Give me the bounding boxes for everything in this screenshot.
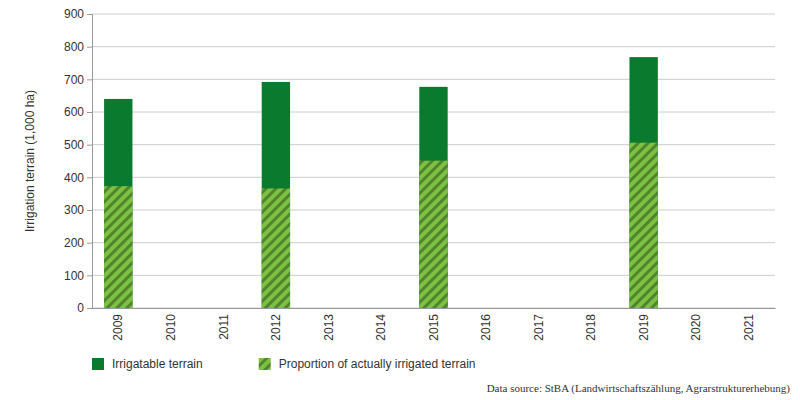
tick: 2012 <box>269 308 283 341</box>
tick: 2021 <box>742 308 756 341</box>
bar <box>419 161 447 308</box>
x-axis: 2009 2010 2011 2012 2013 2014 2015 2016 2017 2018… <box>93 308 776 341</box>
plot: 0 100 200 300 400 500 600 700 800 900 2009 2010 2011… <box>64 7 776 340</box>
bar <box>419 87 447 308</box>
tick: 300 <box>64 203 92 217</box>
tick-label: 2020 <box>689 314 703 341</box>
tick-label: 2018 <box>584 314 598 341</box>
chart: 0 100 200 300 400 500 600 700 800 900 2009 2010 2011… <box>0 0 800 400</box>
tick-label: 100 <box>64 269 84 283</box>
tick-label: 2021 <box>742 314 756 341</box>
bar <box>104 99 132 308</box>
legend-label: Irrigatable terrain <box>112 357 203 371</box>
tick-label: 800 <box>64 40 84 54</box>
tick: 2014 <box>374 308 388 341</box>
tick-mark <box>87 275 92 276</box>
tick: 2013 <box>322 308 336 341</box>
tick-mark <box>87 210 92 211</box>
y-axis-title: Irrigation terrain (1,000 ha) <box>23 90 37 232</box>
grid-line <box>92 79 775 80</box>
tick: 2019 <box>637 308 651 341</box>
tick-mark <box>87 145 92 146</box>
tick-label: 2015 <box>427 314 441 341</box>
tick-label: 2016 <box>479 314 493 341</box>
tick-mark <box>87 47 92 48</box>
tick: 2016 <box>479 308 493 341</box>
legend-label: Proportion of actually irrigated terrain <box>279 357 476 371</box>
legend-item: Proportion of actually irrigated terrain <box>259 357 476 371</box>
grid-line <box>92 14 775 15</box>
tick: 200 <box>64 236 92 250</box>
tick-label: 0 <box>77 301 84 315</box>
tick-label: 2019 <box>637 314 651 341</box>
tick: 2009 <box>111 308 125 341</box>
tick: 100 <box>64 269 92 283</box>
bar <box>262 82 290 308</box>
tick: 600 <box>64 105 92 119</box>
tick: 800 <box>64 40 92 54</box>
grid-line <box>92 46 775 47</box>
legend: Irrigatable terrain Proportion of actuall… <box>92 357 475 371</box>
tick-mark <box>87 112 92 113</box>
tick: 500 <box>64 138 92 152</box>
tick-mark <box>87 308 92 309</box>
tick: 2015 <box>427 308 441 341</box>
tick: 2010 <box>164 308 178 341</box>
bar <box>629 143 657 308</box>
tick: 2020 <box>689 308 703 341</box>
bar <box>104 186 132 308</box>
source-note: Data source: StBA (Landwirtschaftszählun… <box>487 382 791 395</box>
legend-swatch <box>259 358 271 370</box>
tick: 2018 <box>584 308 598 341</box>
tick-label: 600 <box>64 105 84 119</box>
legend-swatch <box>92 358 104 370</box>
y-axis: 0 100 200 300 400 500 600 700 800 900 <box>64 7 93 315</box>
tick: 700 <box>64 73 92 87</box>
tick-label: 2010 <box>164 314 178 341</box>
tick-mark <box>87 243 92 244</box>
tick-label: 2017 <box>532 314 546 341</box>
tick-label: 200 <box>64 236 84 250</box>
tick-label: 2013 <box>322 314 336 341</box>
tick: 0 <box>77 301 92 315</box>
tick: 2017 <box>532 308 546 341</box>
tick-mark <box>87 14 92 15</box>
tick-label: 2012 <box>269 314 283 341</box>
legend-item: Irrigatable terrain <box>92 357 203 371</box>
tick-label: 500 <box>64 138 84 152</box>
tick-label: 400 <box>64 171 84 185</box>
tick-label: 300 <box>64 203 84 217</box>
tick: 900 <box>64 7 92 21</box>
bar <box>262 188 290 308</box>
tick-mark <box>87 177 92 178</box>
tick-label: 2009 <box>111 314 125 341</box>
bar <box>629 57 657 308</box>
tick-label: 2014 <box>374 314 388 341</box>
axis-line <box>87 15 93 309</box>
tick: 400 <box>64 171 92 185</box>
tick: 2011 <box>217 308 231 340</box>
bars <box>104 57 658 308</box>
tick-label: 700 <box>64 73 84 87</box>
grid <box>92 14 775 308</box>
tick-mark <box>87 79 92 80</box>
tick-label: 2011 <box>217 314 231 340</box>
tick-label: 900 <box>64 7 84 21</box>
axis-line <box>93 308 776 309</box>
